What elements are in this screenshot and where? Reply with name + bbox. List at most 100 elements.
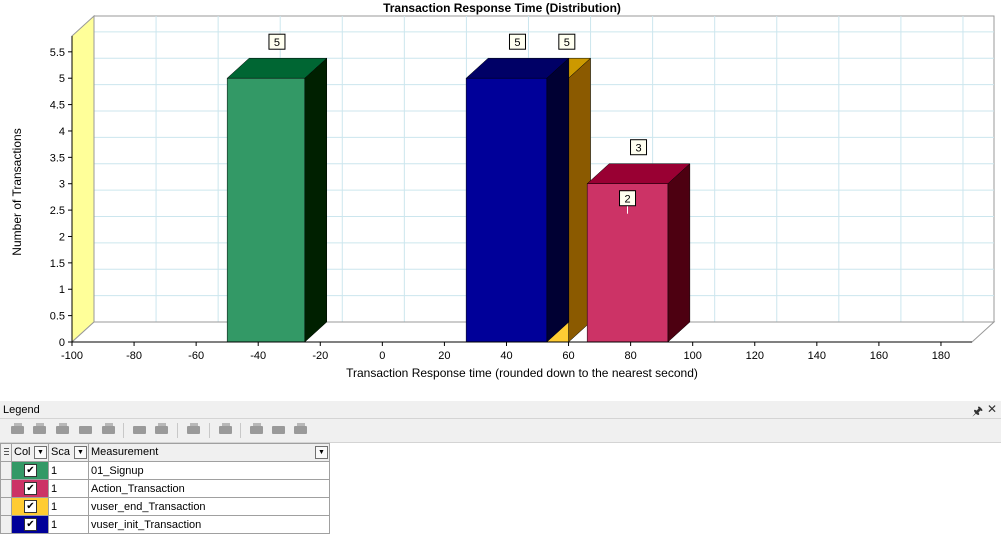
color-column-label: Col xyxy=(14,446,31,458)
minus-icon[interactable] xyxy=(271,423,287,437)
data-label: 5 xyxy=(564,37,570,49)
legend-table-header: Col ▼ Sca ▼ Measurement ▼ xyxy=(0,443,330,462)
show-selected-icon[interactable] xyxy=(10,423,26,437)
x-tick-label: -80 xyxy=(126,350,142,362)
legend-panel: Legend 🖈 ✕ Col ▼ Sca xyxy=(0,400,1001,544)
x-tick-label: 140 xyxy=(808,350,826,362)
left-wall xyxy=(71,14,95,344)
dropdown-arrow-icon[interactable]: ▼ xyxy=(315,446,328,459)
x-tick-label: 60 xyxy=(562,350,574,362)
data-label: 5 xyxy=(274,37,280,49)
y-axis-label: Number of Transactions xyxy=(10,128,24,255)
y-tick-label: 2.5 xyxy=(50,205,65,217)
data-label-box xyxy=(619,190,637,207)
row-selector[interactable] xyxy=(0,515,12,534)
square-icon[interactable] xyxy=(293,423,309,437)
row-scale: 1 xyxy=(48,515,89,534)
table-row[interactable]: ✔ 1 vuser_end_Transaction xyxy=(0,497,330,516)
bar-vuser_init_Transaction xyxy=(465,77,548,343)
x-tick-label: 20 xyxy=(438,350,450,362)
row-color-cell[interactable]: ✔ xyxy=(11,461,49,480)
table-row[interactable]: ✔ 1 Action_Transaction xyxy=(0,479,330,498)
link-icon[interactable] xyxy=(78,423,94,437)
y-tick-label: 1 xyxy=(59,284,65,296)
export-icon[interactable] xyxy=(154,423,170,437)
x-tick-label: 100 xyxy=(684,350,702,362)
x-tick-label: -40 xyxy=(250,350,266,362)
legend-header: Legend 🖈 ✕ xyxy=(0,401,1001,419)
legend-table: Col ▼ Sca ▼ Measurement ▼ ✔ 1 01_Signup … xyxy=(0,443,330,534)
auto-correlate-icon[interactable] xyxy=(249,423,265,437)
y-tick-label: 5.5 xyxy=(50,47,65,59)
row-scale: 1 xyxy=(48,479,89,498)
x-tick-label: 120 xyxy=(746,350,764,362)
row-color-cell[interactable]: ✔ xyxy=(11,515,49,534)
data-label: 2 xyxy=(624,194,630,206)
bar-side xyxy=(304,57,328,343)
data-label-box xyxy=(558,33,576,50)
chart-area: Transaction Response Time (Distribution)… xyxy=(10,1,996,380)
data-label: 3 xyxy=(635,143,641,155)
x-tick-label: 160 xyxy=(870,350,888,362)
dropdown-arrow-icon[interactable]: ▼ xyxy=(34,446,47,459)
hide-selected-icon[interactable] xyxy=(32,423,48,437)
y-tick-label: 0 xyxy=(59,337,65,349)
row-selector[interactable] xyxy=(0,461,12,480)
columns-icon[interactable] xyxy=(218,423,234,437)
y-tick-label: 0.5 xyxy=(50,311,65,323)
row-scale: 1 xyxy=(48,497,89,516)
y-tick-label: 4.5 xyxy=(50,100,65,112)
row-color-cell[interactable]: ✔ xyxy=(11,479,49,498)
bar-side xyxy=(546,57,570,343)
x-tick-label: -20 xyxy=(312,350,328,362)
checkmark-icon[interactable]: ✔ xyxy=(24,464,37,477)
close-icon[interactable]: ✕ xyxy=(987,402,998,416)
measurement-column-label: Measurement xyxy=(91,446,159,458)
scale-column-label: Sca xyxy=(51,446,70,458)
scale-column-header[interactable]: Sca ▼ xyxy=(48,443,89,462)
checkmark-icon[interactable]: ✔ xyxy=(24,500,37,513)
x-tick-label: -60 xyxy=(188,350,204,362)
grip-icon[interactable] xyxy=(0,443,12,462)
y-tick-label: 5 xyxy=(59,73,65,85)
y-tick-label: 1.5 xyxy=(50,258,65,270)
data-label-box xyxy=(508,33,526,50)
data-label-box xyxy=(268,33,286,50)
measurement-column-header[interactable]: Measurement ▼ xyxy=(88,443,330,462)
table-row[interactable]: ✔ 1 01_Signup xyxy=(0,461,330,480)
row-selector[interactable] xyxy=(0,479,12,498)
x-tick-label: -100 xyxy=(61,350,83,362)
chart-title: Transaction Response Time (Distribution) xyxy=(383,1,621,15)
y-tick-label: 4 xyxy=(59,126,65,138)
scale-icon[interactable] xyxy=(186,423,202,437)
bar-01_Signup xyxy=(226,77,306,343)
configure-icon[interactable] xyxy=(132,423,148,437)
row-measurement: vuser_end_Transaction xyxy=(88,497,330,516)
x-axis-label: Transaction Response time (rounded down … xyxy=(346,366,698,380)
y-tick-label: 2 xyxy=(59,231,65,243)
legend-toolbar xyxy=(0,419,1001,443)
x-tick-label: 40 xyxy=(500,350,512,362)
show-only-icon[interactable] xyxy=(55,423,71,437)
checkmark-icon[interactable]: ✔ xyxy=(24,482,37,495)
dropdown-arrow-icon[interactable]: ▼ xyxy=(74,446,87,459)
row-selector[interactable] xyxy=(0,497,12,516)
row-measurement: vuser_init_Transaction xyxy=(88,515,330,534)
color-column-header[interactable]: Col ▼ xyxy=(11,443,49,462)
x-tick-label: 80 xyxy=(624,350,636,362)
row-scale: 1 xyxy=(48,461,89,480)
y-tick-label: 3.5 xyxy=(50,152,65,164)
table-row[interactable]: ✔ 1 vuser_init_Transaction xyxy=(0,515,330,534)
bar-side xyxy=(667,163,691,343)
filter-icon[interactable] xyxy=(101,423,117,437)
checkmark-icon[interactable]: ✔ xyxy=(24,518,37,531)
x-tick-label: 180 xyxy=(932,350,950,362)
row-color-cell[interactable]: ✔ xyxy=(11,497,49,516)
data-label: 5 xyxy=(514,37,520,49)
pin-icon[interactable]: 🖈 xyxy=(972,404,984,418)
row-measurement: 01_Signup xyxy=(88,461,330,480)
y-tick-label: 3 xyxy=(59,179,65,191)
x-tick-label: 0 xyxy=(379,350,385,362)
response-time-chart: Transaction Response Time (Distribution)… xyxy=(10,1,996,380)
legend-title: Legend xyxy=(3,404,40,416)
